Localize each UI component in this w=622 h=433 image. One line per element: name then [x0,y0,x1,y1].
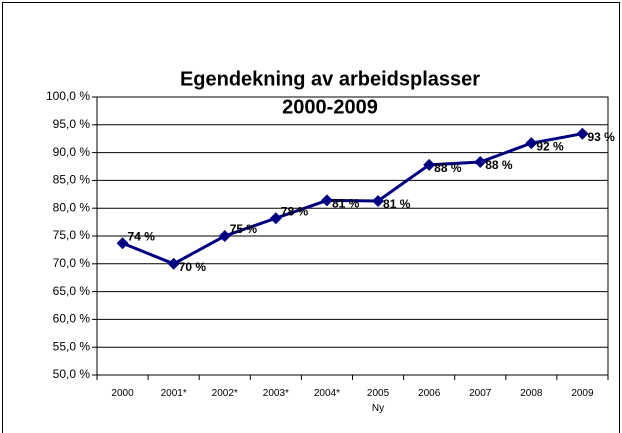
data-label: 88 % [434,161,462,175]
x-tick-label: 2009 [571,388,594,399]
data-point [167,257,180,270]
x-tick-label: 2008 [520,388,543,399]
y-tick-label: 90,0 % [53,145,91,159]
data-point [320,194,333,207]
data-line [121,132,583,266]
data-point [218,230,231,242]
data-point [116,237,129,250]
x-tick-label: 2001* [161,388,187,399]
data-label: 92 % [536,139,564,153]
chart-title: Egendekning av arbeidsplasser [180,68,480,90]
x-tick-label: 2000 [111,388,134,399]
data-label: 78 % [281,204,309,218]
data-label: 74 % [128,229,156,243]
y-tick-label: 50,0 % [53,367,91,381]
data-label: 70 % [179,260,207,274]
data-point [474,156,487,169]
x-tick-label: 2005 Ny [367,388,390,414]
y-tick-label: 60,0 % [53,312,91,326]
y-tick-label: 65,0 % [53,284,91,298]
data-label: 75 % [230,222,258,236]
y-tick-label: 75,0 % [53,228,91,242]
data-point [423,158,436,171]
x-tick-label: 2002* [212,388,238,399]
y-tick-label: 95,0 % [53,117,91,131]
y-tick-label: 70,0 % [53,256,91,270]
chart-title: 2000-2009 [282,96,378,118]
data-point [269,212,282,225]
y-tick-label: 55,0 % [53,339,91,353]
x-tick-label: 2003* [263,388,289,399]
data-label: 93 % [587,130,615,144]
data-label: 81 % [383,197,411,211]
data-point [372,194,385,207]
data-point [525,137,538,150]
x-tick-label: 2006 [418,388,441,399]
x-tick-label: 2007 [469,388,492,399]
x-tick-label: 2004* [314,388,340,399]
y-tick-label: 80,0 % [53,200,91,214]
data-label: 81 % [332,197,360,211]
data-label: 88 % [485,158,513,172]
y-tick-label: 100,0 % [46,89,90,103]
y-tick-label: 85,0 % [53,173,91,187]
data-point [576,127,589,140]
